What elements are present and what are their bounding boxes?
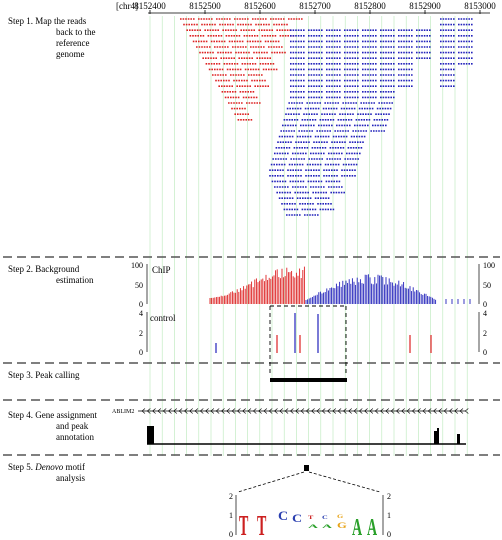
motif-zoom-lines (238, 472, 380, 492)
step2-label: Step 2. Background estimation (8, 264, 94, 285)
chip-coverage-bars (210, 267, 470, 304)
signal-block (434, 431, 437, 444)
svg-text:Step 5. Denovo motif: Step 5. Denovo motif (8, 462, 85, 472)
logo-letter: T (308, 515, 314, 520)
chip-track-label: ChIP (152, 265, 171, 275)
chip-y-tick: 100 (131, 261, 143, 270)
logo-letter: C (278, 509, 288, 523)
logo-letter: A (308, 524, 319, 529)
control-track-label: control (150, 313, 176, 323)
step1-label: Step 1. Map the reads back to the refere… (8, 16, 96, 59)
mapped-reads (180, 19, 473, 215)
logo-letter: C (322, 515, 328, 520)
signal-block (457, 434, 460, 444)
step3-label: Step 3. Peak calling (8, 370, 80, 380)
signal-block (147, 426, 154, 444)
axis-tick-label: 8152800 (354, 1, 386, 11)
chip-y-tick: 0 (139, 300, 143, 309)
logo-letter: A (367, 515, 377, 540)
step-label-line: Step 5. (8, 462, 35, 472)
chip-track: ChIP 100 50 0 100 50 0 (131, 261, 495, 309)
logo-y-tick: 0 (387, 530, 391, 539)
signal-block (437, 428, 439, 444)
control-y-tick: 2 (139, 329, 143, 338)
step-label-line: Step 3. Peak calling (8, 370, 80, 380)
step-label-line: back to the (56, 27, 96, 37)
logo-letter: C (292, 512, 302, 524)
chip-right-axis: 100 50 0 (479, 261, 495, 309)
control-right-axis: 4 2 0 (479, 309, 487, 357)
step-label-line: motif (63, 462, 85, 472)
gene-label: ABLIM2 (112, 409, 134, 415)
step-label-line: Step 4. Gene assignment (8, 410, 97, 420)
control-y-tick: 4 (139, 309, 143, 318)
chip-y-tick: 50 (483, 281, 491, 290)
step-label-line: Step 2. Background (8, 264, 80, 274)
peak-region-outline (270, 306, 346, 374)
step-label-line: Step 1. Map the reads (8, 16, 87, 26)
step-label-line: and peak (56, 421, 89, 431)
control-track: control 4 2 0 4 2 0 (139, 309, 487, 357)
chip-left-axis: 100 50 0 (131, 261, 147, 309)
control-y-tick: 2 (483, 329, 487, 338)
genome-axis: [chr4] 8152400 8152500 8152600 8152700 8… (116, 1, 496, 14)
axis-tick-label: 8152400 (134, 1, 166, 11)
axis-tick-label: 8152500 (189, 1, 221, 11)
step-label-line: analysis (56, 473, 85, 483)
logo-letters: T T C CA A G A AT C G (239, 509, 377, 540)
control-coverage-bars (216, 313, 431, 353)
logo-letter: T (239, 510, 248, 540)
logo-y-tick: 2 (387, 492, 391, 501)
step-label-italic: Denovo (34, 462, 63, 472)
gene-track: ABLIM2 (112, 409, 468, 445)
axis-tick-label: 8152600 (244, 1, 276, 11)
axis-tick-label: 8152900 (409, 1, 441, 11)
logo-y-tick: 1 (229, 511, 233, 520)
logo-letter: G (337, 521, 348, 530)
axis-tick-label: 8153000 (464, 1, 496, 11)
logo-letter: A (322, 524, 333, 529)
chip-y-tick: 50 (135, 281, 143, 290)
strand-arrow (465, 409, 468, 414)
logo-y-tick: 0 (229, 530, 233, 539)
motif-site-marker (304, 465, 309, 471)
called-peak-bar (270, 378, 347, 382)
step-label-line: reference (56, 38, 89, 48)
step5-label: Step 5. Denovo motif analysis (8, 462, 85, 483)
logo-letter: A (352, 515, 362, 540)
step-label-line: estimation (56, 275, 94, 285)
logo-y-tick: 1 (387, 511, 391, 520)
chip-y-tick: 0 (483, 300, 487, 309)
logo-y-tick: 2 (229, 492, 233, 501)
logo-letter: T (257, 510, 266, 540)
control-left-axis: 4 2 0 (139, 309, 147, 357)
genome-grid-lines (150, 16, 467, 456)
step-label-line: annotation (56, 432, 94, 442)
logo-letter: G (337, 514, 343, 519)
axis-tick-label: 8152700 (299, 1, 331, 11)
chip-y-tick: 100 (483, 261, 495, 270)
step-label-line: genome (56, 49, 85, 59)
motif-logo: 2 1 0 2 1 0 T T C CA A G A AT C G (229, 492, 391, 540)
step4-label: Step 4. Gene assignment and peak annotat… (8, 410, 97, 442)
control-y-tick: 0 (483, 348, 487, 357)
control-y-tick: 0 (139, 348, 143, 357)
control-y-tick: 4 (483, 309, 487, 318)
